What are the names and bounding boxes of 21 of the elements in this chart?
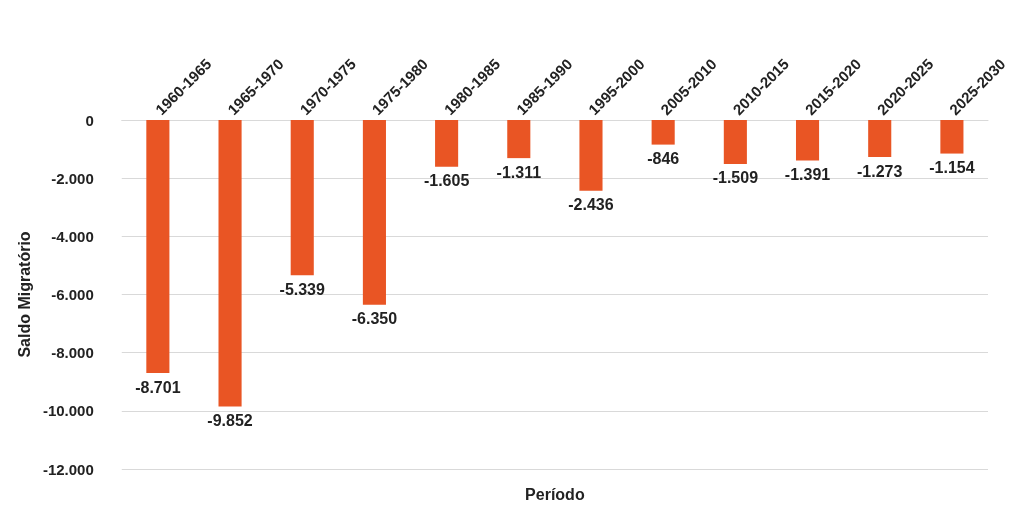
- y-tick-label: 0: [85, 111, 94, 129]
- data-label: -1.154: [929, 159, 975, 177]
- data-label: -6.350: [351, 310, 398, 328]
- y-tick-label: -4.000: [51, 227, 94, 245]
- y-tick-label: -6.000: [51, 286, 94, 303]
- data-label: -8.701: [135, 378, 181, 396]
- y-tick-label: -2.000: [51, 169, 94, 187]
- data-label: -2.436: [568, 196, 614, 214]
- y-tick-label: -10.000: [42, 402, 94, 420]
- data-label: -1.273: [857, 162, 903, 180]
- x-axis-title: Período: [525, 485, 585, 503]
- data-label: -5.339: [279, 280, 326, 298]
- data-label: -9.852: [207, 412, 253, 430]
- data-label: -1.509: [712, 169, 759, 187]
- data-label: -846: [647, 150, 680, 168]
- data-label: -1.311: [496, 163, 542, 181]
- data-label: -1.391: [784, 165, 831, 183]
- y-tick-label: -12.000: [42, 460, 94, 478]
- y-tick-label: -8.000: [51, 344, 94, 362]
- data-label: -1.605: [423, 172, 470, 190]
- y-axis-title: Saldo Migratório: [15, 231, 33, 358]
